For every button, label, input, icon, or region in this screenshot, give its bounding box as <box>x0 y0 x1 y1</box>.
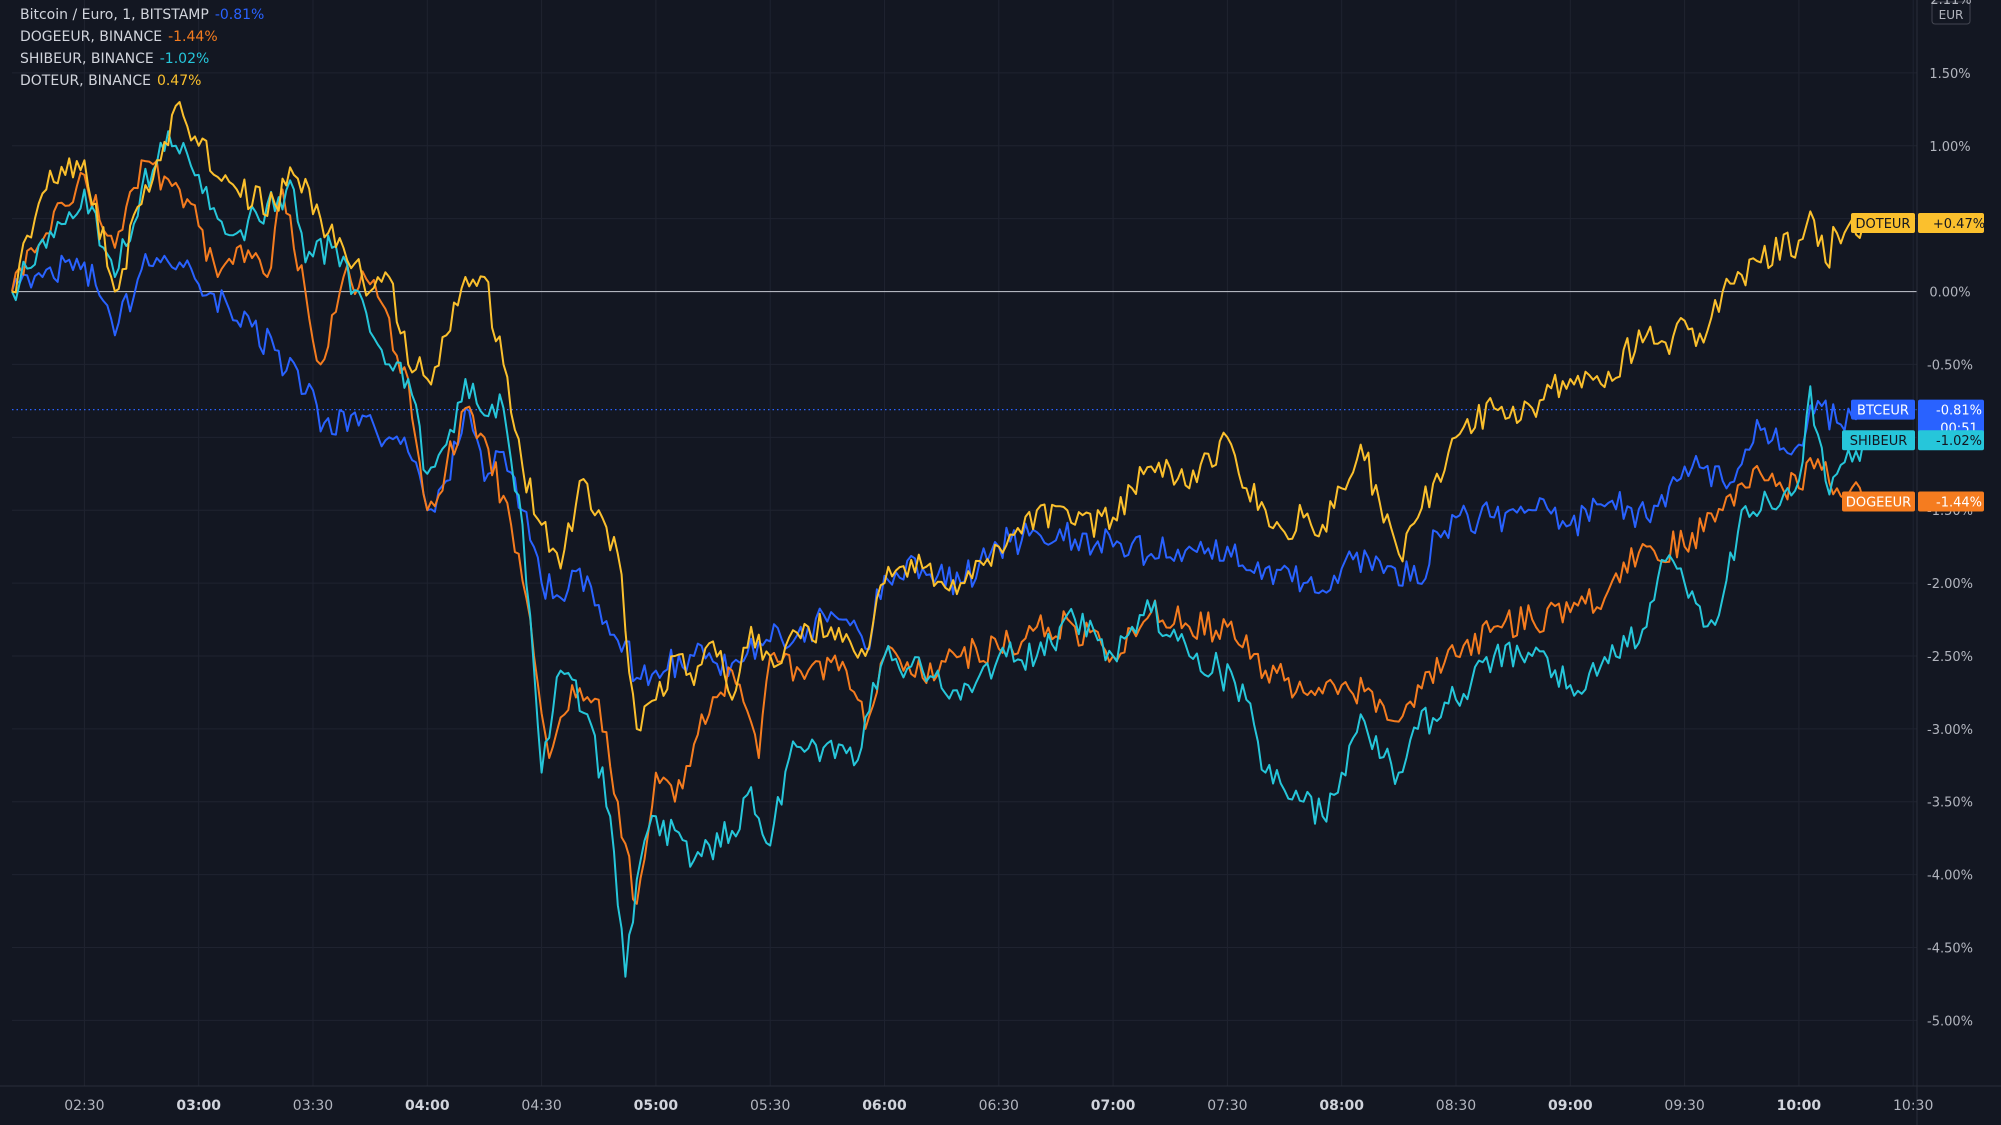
x-tick-label: 07:30 <box>1207 1098 1247 1114</box>
symbol-tag-label: DOGEEUR <box>1846 495 1911 510</box>
x-tick-label: 04:00 <box>405 1098 450 1114</box>
price-tag-label: -1.02% <box>1936 434 1982 449</box>
y-tick-label: -5.00% <box>1927 1014 1973 1029</box>
unit-box[interactable] <box>1931 1 1971 25</box>
y-tick-label: -0.50% <box>1927 358 1973 373</box>
x-tick-label: 06:30 <box>979 1098 1019 1114</box>
legend-name: DOGEEUR, BINANCE <box>20 29 163 45</box>
symbol-tag-doteur <box>1851 213 1915 234</box>
y-tick-label-cut: 2.11% <box>1930 0 1971 8</box>
series-line-doteur <box>11 101 1865 732</box>
y-tick-label: -4.50% <box>1927 942 1973 957</box>
x-tick-label: 05:30 <box>750 1098 790 1114</box>
series-line-btceur <box>11 253 1865 687</box>
grid-lines <box>12 0 1917 1086</box>
symbol-tag-btceur <box>1851 399 1915 420</box>
x-tick-label: 08:30 <box>1436 1098 1476 1114</box>
price-tag-dogeeur <box>1918 491 1984 512</box>
x-tick-label: 10:00 <box>1777 1098 1822 1114</box>
legend-name: Bitcoin / Euro, 1, BITSTAMP <box>20 7 209 23</box>
legend-item-btceur[interactable]: Bitcoin / Euro, 1, BITSTAMP -0.81% <box>20 4 264 26</box>
price-tag-btceur <box>1918 399 1984 438</box>
price-tag-shibeur <box>1918 430 1984 451</box>
legend-item-doteur[interactable]: DOTEUR, BINANCE 0.47% <box>20 70 264 92</box>
legend-value: -0.81% <box>214 7 265 23</box>
x-tick-label: 09:30 <box>1664 1098 1704 1114</box>
y-tick-label: -2.50% <box>1927 650 1973 665</box>
symbol-tag-label: BTCEUR <box>1857 404 1909 419</box>
x-tick-label: 04:30 <box>521 1098 561 1114</box>
x-tick-label: 03:00 <box>176 1098 221 1114</box>
x-tick-label: 02:30 <box>64 1098 104 1114</box>
y-tick-label: -3.00% <box>1927 723 1973 738</box>
price-tag-label: +0.47% <box>1933 217 1985 232</box>
legend-item-dogeeur[interactable]: DOGEEUR, BINANCE -1.44% <box>20 26 264 48</box>
x-tick-label: 08:00 <box>1319 1098 1364 1114</box>
x-tick-label: 03:30 <box>293 1098 333 1114</box>
symbol-tag-dogeeur <box>1842 491 1915 512</box>
legend: Bitcoin / Euro, 1, BITSTAMP -0.81% DOGEEU… <box>20 4 264 92</box>
symbol-tag-label: DOTEUR <box>1856 217 1911 232</box>
x-tick-label: 10:30 <box>1893 1098 1933 1114</box>
y-tick-label: -2.00% <box>1927 577 1973 592</box>
y-tick-label: 1.50% <box>1929 67 1970 82</box>
x-tick-label: 05:00 <box>634 1098 679 1114</box>
legend-value: -1.44% <box>168 29 218 45</box>
x-tick-label: 07:00 <box>1091 1098 1136 1114</box>
symbol-tag-shibeur <box>1842 430 1915 451</box>
legend-name: DOTEUR, BINANCE <box>20 73 151 89</box>
x-tick-label: 09:00 <box>1548 1098 1593 1114</box>
series-line-shibeur <box>11 130 1865 978</box>
legend-value: -1.02% <box>159 51 210 67</box>
y-tick-label: 0.00% <box>1929 286 1970 301</box>
price-tag-doteur <box>1918 213 1984 234</box>
legend-name: SHIBEUR, BINANCE <box>20 51 154 67</box>
legend-item-shibeur[interactable]: SHIBEUR, BINANCE -1.02% <box>20 48 264 70</box>
symbol-tag-label: SHIBEUR <box>1850 434 1908 449</box>
y-tick-label: -4.00% <box>1927 869 1973 884</box>
price-tag-label: -0.81% <box>1936 404 1982 419</box>
price-tag-label: -1.44% <box>1936 495 1982 510</box>
time-axis[interactable]: 02:30 03:00 03:30 04:00 04:30 05:00 05:30 06:00… <box>0 1085 2001 1114</box>
reference-lines <box>12 290 1917 411</box>
series-lines <box>11 101 1865 978</box>
unit-label: EUR <box>1939 8 1964 22</box>
legend-value: 0.47% <box>156 73 202 89</box>
y-tick-label: -3.50% <box>1927 796 1973 811</box>
x-tick-label: 06:00 <box>862 1098 907 1114</box>
y-tick-label: 1.00% <box>1929 140 1970 155</box>
